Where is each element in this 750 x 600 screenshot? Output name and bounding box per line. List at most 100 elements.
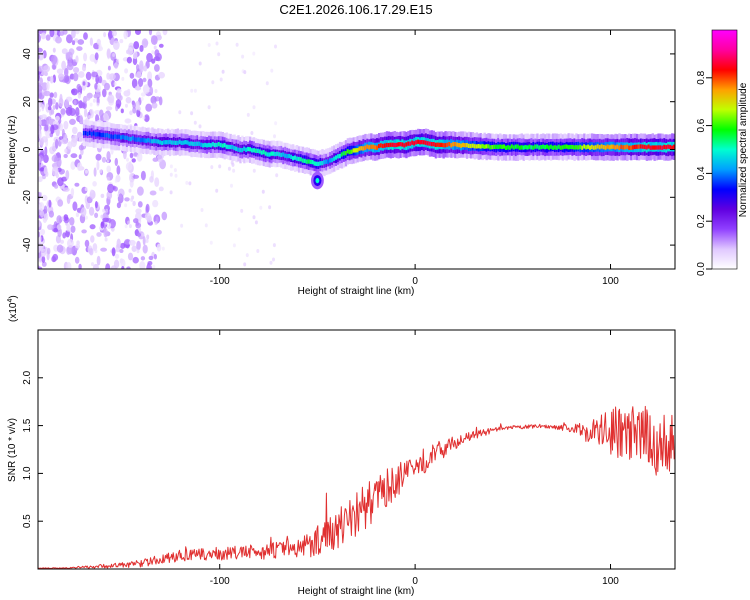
- heatmap-ridge-cell: [415, 140, 418, 145]
- snr-frame: [37, 329, 676, 570]
- heatmap-ridge-cell: [301, 158, 305, 163]
- heatmap-ridge-cell: [491, 145, 494, 150]
- heatmap-ridge-cell: [624, 145, 627, 150]
- heatmap-ridge-cell: [325, 159, 328, 164]
- heatmap-noise-cell: [84, 195, 89, 205]
- heatmap-ridge-cell: [641, 144, 645, 149]
- heatmap-noise-cell: [99, 169, 103, 174]
- heatmap-noise-cell: [107, 183, 115, 194]
- heatmap-ridge-cell: [98, 132, 101, 137]
- heatmap-noise-cell: [250, 131, 254, 135]
- heatmap-noise-cell: [50, 54, 58, 65]
- heatmap-noise-cell: [174, 173, 178, 178]
- heatmap-ridge-cell: [546, 144, 549, 149]
- heatmap-noise-cell: [63, 214, 69, 221]
- heatmap-noise-cell: [91, 262, 94, 267]
- heatmap-noise-cell: [156, 229, 162, 235]
- heatmap-ridge-cell: [467, 143, 471, 148]
- heatmap-noise-cell: [116, 238, 121, 249]
- heatmap-noise-cell: [215, 41, 219, 46]
- heatmap-ridge-cell: [295, 156, 299, 161]
- heatmap-noise-cell: [152, 199, 159, 208]
- heatmap-noise-cell: [43, 90, 51, 97]
- heatmap-ridge-cell: [217, 142, 221, 147]
- heatmap-ridge-cell: [419, 140, 422, 145]
- heatmap-ridge-cell: [417, 139, 420, 144]
- heatmap-ridge-cell: [96, 132, 99, 137]
- spectrogram-heatmap: [38, 30, 675, 269]
- heatmap-noise-cell: [65, 52, 70, 58]
- heatmap-ridge-cell: [245, 147, 248, 152]
- heatmap-ridge-cell: [497, 144, 500, 149]
- heatmap-ridge-cell: [237, 147, 240, 152]
- heatmap-ridge-cell: [379, 143, 383, 148]
- heatmap-ridge-cell: [522, 145, 525, 150]
- heatmap-noise-cell: [76, 46, 83, 51]
- heatmap-ridge-cell: [100, 133, 103, 138]
- heatmap-noise-cell: [119, 39, 124, 44]
- heatmap-ridge-cell: [165, 140, 168, 145]
- heatmap-ridge-cell: [338, 153, 342, 159]
- snr-y-multiplier: (x104): [7, 295, 19, 322]
- heatmap-noise-cell: [108, 223, 112, 228]
- heatmap-ridge-cell: [358, 146, 361, 151]
- heatmap-noise-cell: [112, 30, 117, 37]
- snr-y-ticks: 0.5 1.0 1.5 2.0: [22, 370, 675, 528]
- heatmap-ridge-cell: [426, 141, 430, 146]
- heatmap-ridge-cell: [669, 144, 672, 150]
- heatmap-noise-cell: [92, 243, 98, 252]
- heatmap-noise-cell: [46, 81, 50, 91]
- heatmap-noise-cell: [50, 109, 55, 115]
- heatmap-ridge-cell: [94, 132, 98, 137]
- heatmap-noise-cell: [173, 168, 177, 173]
- snr-y-tick-label: 1.5: [22, 418, 33, 432]
- heatmap-noise-cell: [114, 157, 119, 167]
- heatmap-ridge-cell: [329, 158, 332, 163]
- heatmap-noise-cell: [96, 102, 100, 107]
- spectrogram-x-tick-label: 100: [602, 276, 619, 287]
- heatmap-ridge-cell: [432, 142, 436, 147]
- heatmap-noise-cell: [136, 249, 140, 254]
- heatmap-noise-cell: [124, 224, 128, 229]
- heatmap-ridge-cell: [397, 142, 400, 147]
- heatmap-ridge-cell: [458, 143, 461, 148]
- heatmap-ridge-cell: [221, 143, 225, 148]
- heatmap-noise-cell: [107, 65, 111, 71]
- heatmap-ridge-cell: [409, 141, 412, 146]
- heatmap-ridge-cell: [626, 144, 629, 149]
- snr-x-tick-label: 100: [602, 576, 619, 587]
- heatmap-noise-cell: [38, 155, 41, 163]
- heatmap-ridge-cell: [512, 145, 516, 150]
- heatmap-noise-cell: [56, 224, 62, 231]
- heatmap-noise-cell: [252, 105, 256, 110]
- snr-multiplier-exponent: 4: [7, 299, 14, 303]
- heatmap-noise-cell: [129, 72, 135, 79]
- heatmap-noise-cell: [79, 102, 86, 109]
- heatmap-ridge-cell: [571, 144, 574, 150]
- heatmap-ridge-cell: [161, 140, 164, 146]
- colorbar-tick-label: 0.6: [696, 118, 707, 132]
- heatmap-ridge-cell: [563, 144, 566, 149]
- heatmap-noise-cell: [106, 176, 110, 181]
- heatmap-ridge-cell: [469, 143, 473, 149]
- heatmap-noise-cell: [139, 261, 146, 269]
- heatmap-noise-cell: [59, 93, 63, 103]
- heatmap-noise-cell: [150, 95, 157, 105]
- heatmap-noise-cell: [245, 253, 249, 258]
- heatmap-noise-cell: [102, 113, 110, 124]
- heatmap-noise-cell: [237, 227, 241, 232]
- heatmap-ridge-cell: [559, 145, 563, 150]
- heatmap-noise-cell: [106, 72, 111, 80]
- heatmap-noise-cell: [145, 203, 150, 213]
- heatmap-ridge-cell: [344, 151, 348, 156]
- heatmap-noise-cell: [56, 68, 64, 75]
- heatmap-ridge-cell: [649, 145, 652, 150]
- heatmap-ridge-cell: [157, 139, 160, 144]
- heatmap-ridge-cell: [227, 144, 230, 150]
- heatmap-noise-cell: [71, 88, 78, 96]
- heatmap-noise-cell: [99, 109, 104, 118]
- heatmap-noise-cell: [41, 194, 48, 201]
- heatmap-ridge-cell: [213, 142, 217, 148]
- heatmap-noise-cell: [56, 215, 62, 224]
- heatmap-ridge-cell: [211, 142, 215, 147]
